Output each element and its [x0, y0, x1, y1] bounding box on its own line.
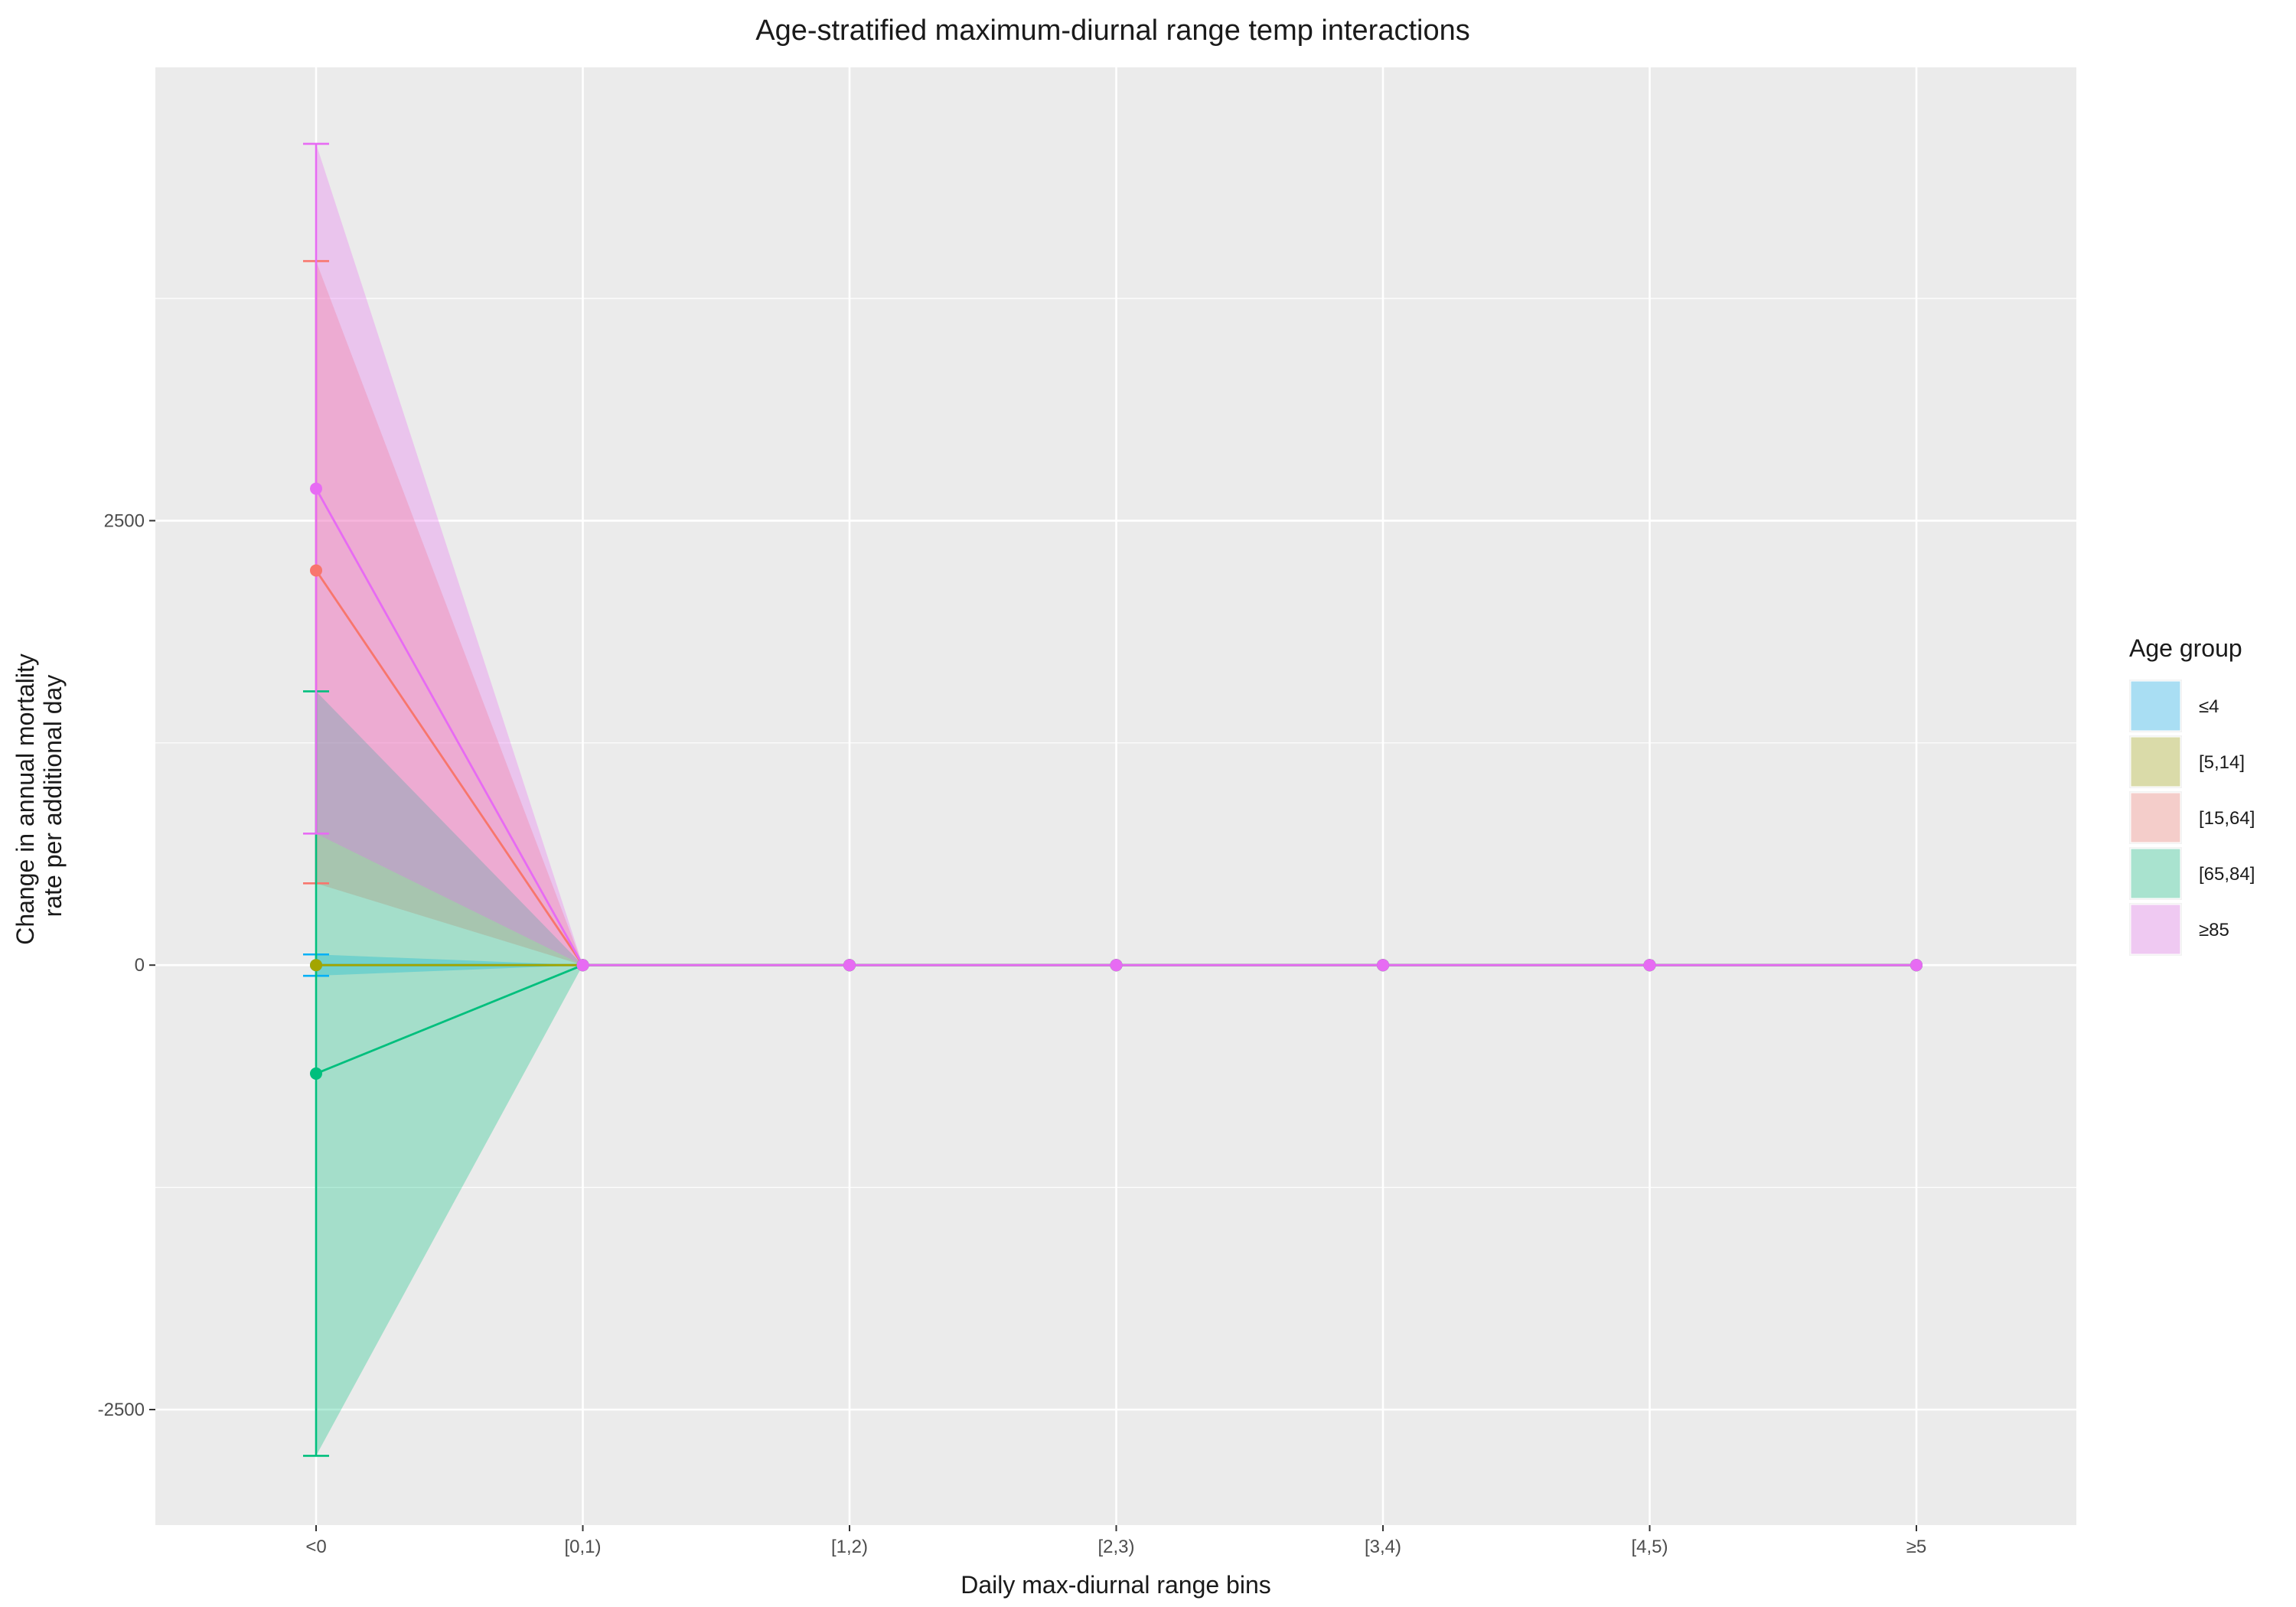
- chart-title: Age-stratified maximum-diurnal range tem…: [755, 15, 1470, 47]
- legend-key-background: [2129, 903, 2182, 956]
- data-point: [1377, 959, 1389, 972]
- y-axis-title-line-1: Change in annual mortality: [11, 654, 39, 945]
- ribbon-layer: [316, 143, 1916, 1456]
- axis-layer: -2500 0 2500 <0 [0,1) [1,2) [2,3) [3,4) [4,5) ≥5: [98, 510, 1927, 1557]
- legend-items: ≤4 [5,14] [15,64] [65,84] ≥85: [2129, 680, 2255, 956]
- y-axis-title: Change in annual mortality rate per addi…: [11, 647, 67, 945]
- legend-key-background: [2129, 680, 2182, 732]
- data-point: [310, 482, 322, 495]
- legend-key: [2130, 792, 2181, 843]
- legend-key: [2130, 904, 2181, 955]
- legend-label: [65,84]: [2199, 864, 2255, 885]
- legend-key-background: [2129, 791, 2182, 844]
- data-point: [1910, 959, 1923, 972]
- data-point: [1110, 959, 1123, 972]
- data-point: [310, 564, 322, 577]
- legend-key-background: [2129, 735, 2182, 788]
- x-tick-label: [2,3): [1097, 1537, 1134, 1557]
- data-point: [576, 959, 589, 972]
- data-point: [310, 959, 322, 972]
- y-axis-title-line-2: rate per additional day: [39, 675, 67, 918]
- x-axis-title: Daily max-diurnal range bins: [960, 1571, 1271, 1599]
- ribbon-4: [316, 143, 1916, 966]
- y-tick-label: -2500: [98, 1400, 145, 1420]
- legend-key-background: [2129, 847, 2182, 900]
- ribbon-2: [316, 261, 1916, 966]
- legend-label: [5,14]: [2199, 752, 2245, 773]
- x-tick-label: [4,5): [1631, 1537, 1668, 1557]
- point-layer: [310, 482, 1923, 1080]
- legend-key: [2130, 680, 2181, 732]
- legend-label: ≤4: [2199, 696, 2219, 717]
- data-point: [1643, 959, 1656, 972]
- legend-title: Age group: [2129, 634, 2242, 662]
- legend-key: [2130, 736, 2181, 787]
- y-tick-label: 2500: [104, 510, 145, 531]
- x-tick-label: [0,1): [564, 1537, 601, 1557]
- legend: Age group ≤4 [5,14] [15,64] [65,84] ≥85: [2129, 634, 2255, 956]
- x-tick-label: ≥5: [1906, 1537, 1927, 1557]
- x-tick-label: <0: [305, 1537, 326, 1557]
- data-point: [310, 1067, 322, 1080]
- x-tick-label: [3,4): [1365, 1537, 1401, 1557]
- legend-label: [15,64]: [2199, 808, 2255, 829]
- x-tick-label: [1,2): [831, 1537, 868, 1557]
- data-point: [843, 959, 856, 972]
- legend-key: [2130, 848, 2181, 899]
- y-tick-label: 0: [135, 955, 145, 976]
- legend-label: ≥85: [2199, 920, 2229, 940]
